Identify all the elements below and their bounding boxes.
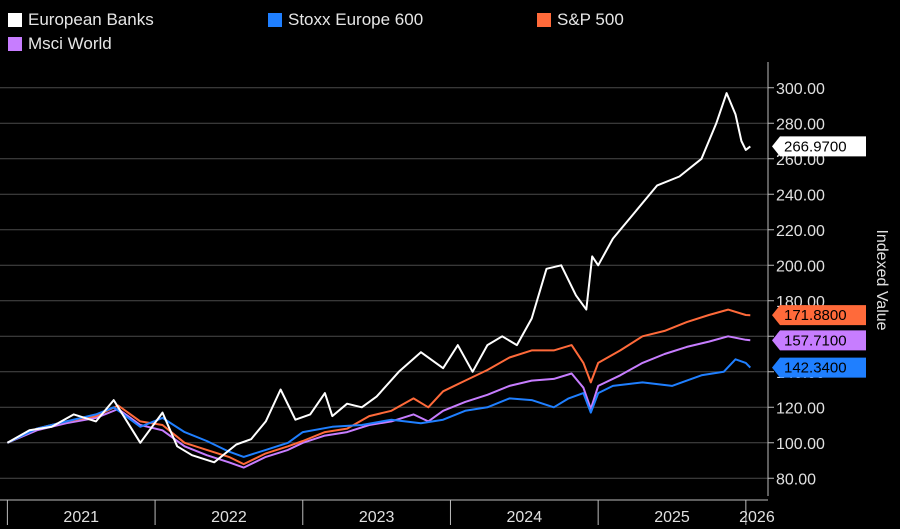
x-tick-label: 2026 bbox=[739, 509, 775, 526]
series-line-msci-world bbox=[7, 335, 751, 469]
tag-background bbox=[772, 305, 866, 326]
y-tick-label: 220.00 bbox=[776, 223, 825, 240]
legend-label-european-banks: European Banks bbox=[28, 10, 154, 29]
legend-item-stoxx-europe-600[interactable]: Stoxx Europe 600 bbox=[268, 10, 423, 30]
x-tick-label: 2023 bbox=[359, 509, 395, 526]
y-tick-label: 120.00 bbox=[776, 400, 825, 417]
legend-label-sp-500: S&P 500 bbox=[557, 10, 624, 29]
y-axis: 80.00100.00120.00140.00160.00180.00200.0… bbox=[767, 62, 825, 496]
x-tick-label: 2024 bbox=[507, 509, 543, 526]
x-tick-label: 2022 bbox=[211, 509, 247, 526]
y-axis-title: Indexed Value bbox=[873, 229, 890, 330]
last-value-tag-european-banks: 266.9700 bbox=[772, 136, 866, 157]
y-tick-label: 300.00 bbox=[776, 81, 825, 98]
last-value-tag-stoxx-europe-600: 142.3400 bbox=[772, 357, 866, 378]
last-value-tags: 266.9700 142.3400 171.8800 157.7100 bbox=[772, 136, 866, 378]
legend-swatch-msci-world bbox=[8, 37, 22, 51]
series-line-stoxx-europe-600 bbox=[6, 358, 752, 458]
y-tick-label: 100.00 bbox=[776, 436, 825, 453]
legend-swatch-stoxx-europe-600 bbox=[268, 13, 282, 27]
series-line-european-banks bbox=[6, 92, 751, 464]
legend-item-european-banks[interactable]: European Banks bbox=[8, 10, 154, 30]
x-tick-label: 2025 bbox=[654, 509, 690, 526]
x-axis: 2021 2022 2023 2024 2025 2026 bbox=[0, 499, 775, 526]
tag-value: 157.7100 bbox=[784, 332, 847, 349]
y-tick-label: 280.00 bbox=[776, 116, 825, 133]
tag-value: 266.9700 bbox=[784, 138, 847, 155]
tag-background bbox=[772, 330, 866, 351]
y-tick-label: 200.00 bbox=[776, 258, 825, 275]
series-line-s-p-500 bbox=[6, 308, 751, 466]
tag-value: 142.3400 bbox=[784, 360, 847, 377]
legend-label-msci-world: Msci World bbox=[28, 34, 112, 53]
legend-swatch-sp-500 bbox=[537, 13, 551, 27]
y-tick-label: 80.00 bbox=[776, 471, 816, 488]
tag-background bbox=[772, 136, 866, 157]
legend-item-msci-world[interactable]: Msci World bbox=[8, 34, 112, 54]
legend-swatch-european-banks bbox=[8, 13, 22, 27]
series-lines bbox=[6, 92, 752, 469]
last-value-tag-msci-world: 157.7100 bbox=[772, 330, 866, 351]
x-tick-label: 2021 bbox=[63, 509, 99, 526]
y-tick-label: 240.00 bbox=[776, 187, 825, 204]
gridlines bbox=[0, 87, 768, 479]
tag-value: 171.8800 bbox=[784, 307, 847, 324]
legend-item-sp-500[interactable]: S&P 500 bbox=[537, 10, 624, 30]
legend-label-stoxx-europe-600: Stoxx Europe 600 bbox=[288, 10, 424, 29]
tag-background bbox=[772, 357, 866, 378]
last-value-tag-s-p-500: 171.8800 bbox=[772, 305, 866, 326]
